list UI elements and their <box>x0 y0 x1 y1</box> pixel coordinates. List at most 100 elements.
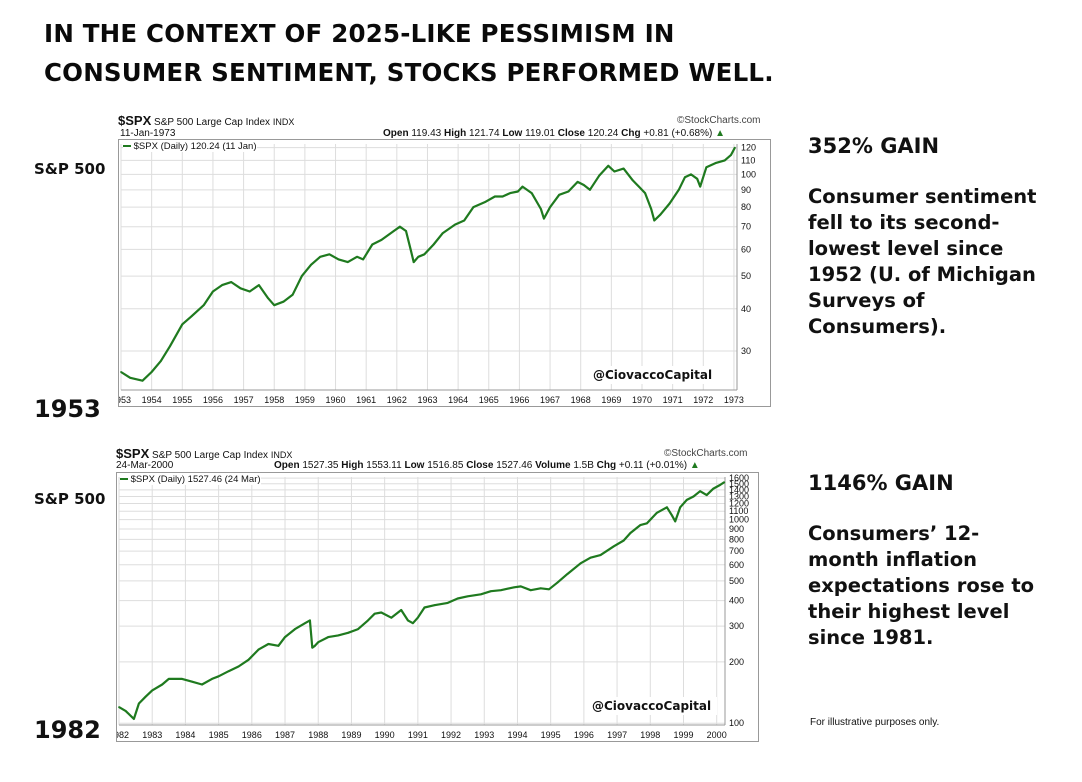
price-point <box>612 545 615 548</box>
price-point <box>319 255 322 258</box>
price-point <box>273 304 276 307</box>
price-point <box>310 263 312 266</box>
chart-2-legend: $SPX (Daily) 1527.46 (24 Mar) <box>120 474 261 485</box>
price-point <box>144 695 147 698</box>
chart-2-gain: 1146% GAIN <box>808 471 954 495</box>
x-tick-label: 1973 <box>724 395 744 405</box>
headline: IN THE CONTEXT OF 2025-LIKE PESSIMISM IN… <box>44 14 774 92</box>
price-point <box>327 636 330 638</box>
price-point <box>549 206 551 209</box>
price-point <box>433 604 436 607</box>
x-tick-label: 1993 <box>474 730 494 740</box>
chart-1-symbol: $SPX <box>118 113 152 128</box>
x-tick-label: 1954 <box>142 395 162 405</box>
chart-2-index-name: S&P 500 Large Cap Index <box>152 450 269 461</box>
price-point <box>692 495 695 498</box>
price-point <box>441 232 444 235</box>
price-point <box>129 376 132 379</box>
price-point <box>466 595 469 598</box>
price-point <box>282 300 285 303</box>
price-point <box>309 619 311 622</box>
price-point <box>484 200 487 203</box>
price-point <box>380 238 383 241</box>
price-point <box>719 484 721 486</box>
price-point <box>513 586 516 589</box>
price-point <box>367 619 369 622</box>
price-point <box>723 159 726 162</box>
price-point <box>639 524 642 527</box>
price-point <box>347 631 350 634</box>
price-point <box>705 166 708 169</box>
price-point <box>539 587 542 590</box>
x-tick-label: 1994 <box>507 730 527 740</box>
price-point <box>371 243 374 246</box>
x-tick-label: 1962 <box>387 395 407 405</box>
y-tick-label: 600 <box>729 560 744 570</box>
price-point <box>181 678 183 680</box>
x-tick-label: 1967 <box>540 395 560 405</box>
price-point <box>291 293 294 296</box>
price-point <box>314 644 316 647</box>
price-point <box>622 539 625 542</box>
price-point <box>499 589 502 592</box>
x-tick-label: 1995 <box>541 730 561 740</box>
price-point <box>304 622 306 625</box>
price-point <box>519 585 522 588</box>
price-point <box>644 192 646 195</box>
price-point <box>446 601 449 604</box>
price-point <box>516 190 519 193</box>
price-point <box>337 258 340 261</box>
x-tick-label: 1991 <box>408 730 428 740</box>
price-point <box>151 689 154 692</box>
price-point <box>167 678 170 680</box>
price-point <box>230 281 233 283</box>
price-point <box>638 185 640 188</box>
price-point <box>607 164 610 167</box>
price-point <box>133 718 135 720</box>
price-point <box>712 487 715 490</box>
price-point <box>373 612 376 615</box>
price-point <box>328 253 331 256</box>
headline-line-1: IN THE CONTEXT OF 2025-LIKE PESSIMISM IN <box>44 19 675 48</box>
price-point <box>212 290 214 293</box>
price-point <box>589 556 592 559</box>
price-point <box>598 174 600 177</box>
y-tick-label: 200 <box>729 657 744 667</box>
x-tick-label: 1956 <box>203 395 223 405</box>
y-tick-label: 50 <box>741 271 751 281</box>
chart-1-gain: 352% GAIN <box>808 134 940 158</box>
price-point <box>548 588 550 591</box>
y-tick-label: 110 <box>741 155 755 165</box>
y-tick-label: 90 <box>741 185 751 195</box>
x-tick-label: 1969 <box>601 395 621 405</box>
y-tick-label: 100 <box>729 718 744 728</box>
x-tick-label: 1961 <box>356 395 376 405</box>
price-point <box>267 643 270 645</box>
chart-1-index-name: S&P 500 Large Cap Index <box>154 117 271 128</box>
price-point <box>714 162 717 164</box>
price-point <box>258 284 260 287</box>
x-tick-label: 1987 <box>275 730 295 740</box>
x-tick-label: 1984 <box>175 730 195 740</box>
price-point <box>411 622 414 625</box>
y-tick-label: 900 <box>729 524 744 534</box>
price-point <box>390 616 393 619</box>
chart-1-title: $SPX S&P 500 Large Cap Index INDX <box>118 113 294 128</box>
price-point <box>181 323 184 326</box>
price-point <box>622 167 625 170</box>
price-point <box>392 230 395 232</box>
price-point <box>150 371 153 373</box>
x-tick-label: 1970 <box>632 395 652 405</box>
price-point <box>124 709 127 712</box>
price-point <box>120 371 122 373</box>
price-point <box>237 665 240 668</box>
price-point <box>674 520 677 523</box>
price-point <box>733 146 736 149</box>
y-tick-label: 1000 <box>729 515 749 525</box>
price-point <box>169 345 171 348</box>
price-point <box>650 208 653 210</box>
price-point <box>412 261 415 263</box>
price-point <box>509 192 512 195</box>
price-point <box>267 297 270 300</box>
x-tick-label: 1959 <box>295 395 315 405</box>
